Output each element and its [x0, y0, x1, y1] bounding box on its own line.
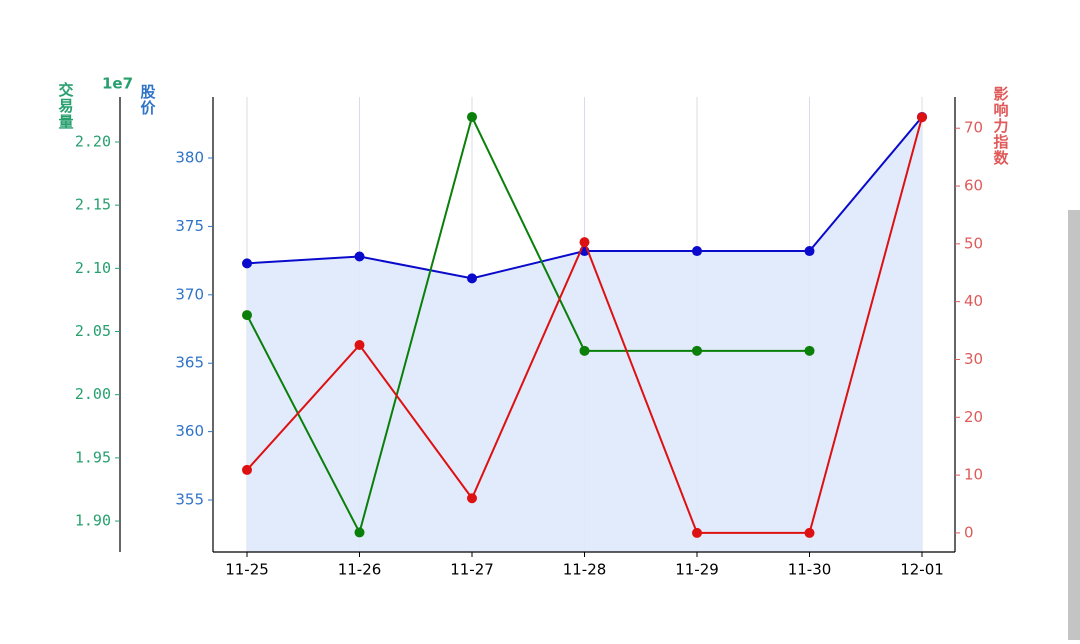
- axis-label: 影响力指数: [992, 86, 1010, 166]
- y3ticks-label: 20: [964, 408, 983, 426]
- yticks-label: 355: [175, 491, 204, 509]
- point: [579, 237, 590, 248]
- y3ticks-label: 50: [964, 234, 983, 252]
- point: [242, 464, 252, 475]
- y2ticks-label: 2.05: [75, 322, 111, 340]
- y3ticks-label: 0: [964, 523, 974, 541]
- x-tick-label: 12-01: [900, 561, 944, 579]
- x-tick-label: 11-28: [563, 561, 607, 579]
- y2ticks-label: 2.10: [75, 259, 111, 277]
- y3ticks-label: 10: [964, 466, 983, 484]
- point: [467, 493, 477, 504]
- yticks-label: 380: [175, 149, 204, 167]
- x-tick-label: 11-30: [788, 561, 832, 579]
- point: [467, 273, 477, 284]
- yticks-label: 370: [175, 285, 204, 303]
- y2ticks-label: 1.95: [75, 448, 111, 466]
- x-tick-label: 11-27: [450, 561, 494, 579]
- line: [246, 114, 810, 536]
- yticks-label: 365: [175, 354, 204, 372]
- y2ticks-label: 1.90: [75, 512, 111, 530]
- yticks-label: 360: [175, 422, 204, 440]
- y3ticks-label: 60: [964, 177, 983, 195]
- y3ticks-label: 40: [964, 292, 983, 310]
- point: [579, 345, 590, 356]
- point: [692, 527, 702, 538]
- y2-offset: 1e7: [102, 75, 133, 93]
- point: [804, 345, 815, 356]
- point: [692, 246, 702, 257]
- y2ticks-label: 2.00: [75, 385, 111, 403]
- point: [467, 111, 477, 122]
- scrollbar: [1068, 210, 1080, 640]
- x-tick-label: 11-26: [338, 561, 382, 579]
- y3ticks-label: 30: [964, 350, 983, 368]
- y3ticks-label: 70: [964, 119, 983, 137]
- point: [242, 258, 252, 269]
- point: [692, 345, 702, 356]
- x-tick-label: 11-29: [675, 561, 719, 579]
- y2ticks-label: 2.20: [75, 132, 111, 150]
- point: [354, 251, 365, 262]
- point: [354, 340, 365, 351]
- point: [804, 246, 815, 257]
- area: [247, 116, 922, 553]
- point: [242, 310, 252, 321]
- y2ticks-label: 2.15: [75, 196, 111, 214]
- point: [917, 112, 927, 123]
- yticks-label: 375: [175, 217, 204, 235]
- point: [804, 527, 815, 538]
- axis-label: 交易量: [57, 81, 75, 130]
- point: [354, 527, 365, 538]
- x-tick-label: 11-25: [225, 561, 269, 579]
- axis-label: 股价: [139, 84, 157, 116]
